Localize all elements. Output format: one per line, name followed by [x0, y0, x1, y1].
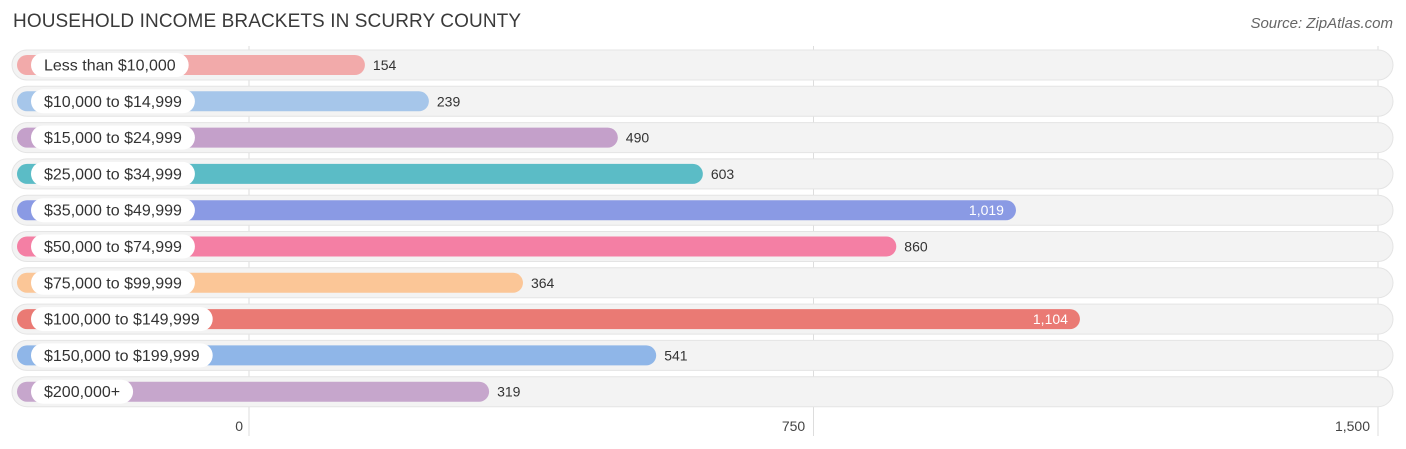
bar: [17, 381, 490, 402]
bar-row: $35,000 to $49,999 1,019: [11, 194, 1394, 226]
category-label: $50,000 to $74,999: [44, 239, 182, 256]
x-tick-label: 0: [235, 418, 243, 434]
value-label: 1,104: [1033, 311, 1068, 327]
bar: [17, 309, 1080, 330]
category-label: $15,000 to $24,999: [44, 130, 182, 147]
category-label: $150,000 to $199,999: [44, 348, 200, 365]
chart-title: HOUSEHOLD INCOME BRACKETS IN SCURRY COUN…: [13, 11, 522, 32]
category-label: Less than $10,000: [44, 58, 176, 75]
bar-row: $75,000 to $99,999 364: [11, 267, 1394, 299]
category-label: $200,000+: [44, 384, 120, 401]
value-label: 1,019: [969, 202, 1004, 218]
category-pill: [31, 53, 189, 77]
source-note: Source: ZipAtlas.com: [1250, 15, 1393, 32]
x-tick-label: 1,500: [1335, 418, 1370, 434]
category-label: $35,000 to $49,999: [44, 203, 182, 220]
x-tick-label: 750: [782, 418, 806, 434]
value-label: 860: [904, 239, 928, 255]
category-pill: [31, 89, 195, 114]
bar-row: $100,000 to $149,999 1,104: [11, 303, 1394, 335]
bar: [17, 200, 1016, 221]
value-label: 319: [497, 384, 521, 400]
category-pill: [31, 161, 195, 186]
value-label: 154: [373, 57, 397, 73]
value-label: 364: [531, 275, 555, 291]
value-label: 490: [626, 130, 650, 146]
bar-rows: Less than $10,000 154 $10,000 to $14,999 23…: [11, 49, 1394, 408]
value-label: 603: [711, 166, 735, 182]
value-label: 239: [437, 93, 461, 109]
bar-row: $25,000 to $34,999 603: [11, 158, 1394, 190]
category-pill: [31, 234, 195, 259]
bar-row: $200,000+ 319: [11, 376, 1394, 408]
value-label: 541: [664, 347, 688, 363]
bar-row: Less than $10,000 154: [11, 49, 1394, 81]
category-pill: [31, 379, 134, 404]
category-pill: [31, 125, 195, 150]
category-pill: [31, 270, 195, 295]
category-label: $100,000 to $149,999: [44, 312, 200, 329]
bar: [17, 236, 897, 257]
category-label: $75,000 to $99,999: [44, 275, 182, 292]
bar-row: $50,000 to $74,999 860: [11, 231, 1394, 262]
category-label: $25,000 to $34,999: [44, 166, 182, 183]
category-label: $10,000 to $14,999: [44, 94, 182, 111]
category-pill: [31, 198, 195, 223]
x-axis: 0 750 1,500: [235, 418, 1370, 434]
bar-row: $15,000 to $24,999 490: [11, 122, 1394, 154]
category-pill: [31, 307, 213, 332]
bar-row: $150,000 to $199,999 541: [11, 339, 1394, 371]
bar-row: $10,000 to $14,999 239: [11, 85, 1394, 117]
category-pill: [31, 343, 213, 368]
